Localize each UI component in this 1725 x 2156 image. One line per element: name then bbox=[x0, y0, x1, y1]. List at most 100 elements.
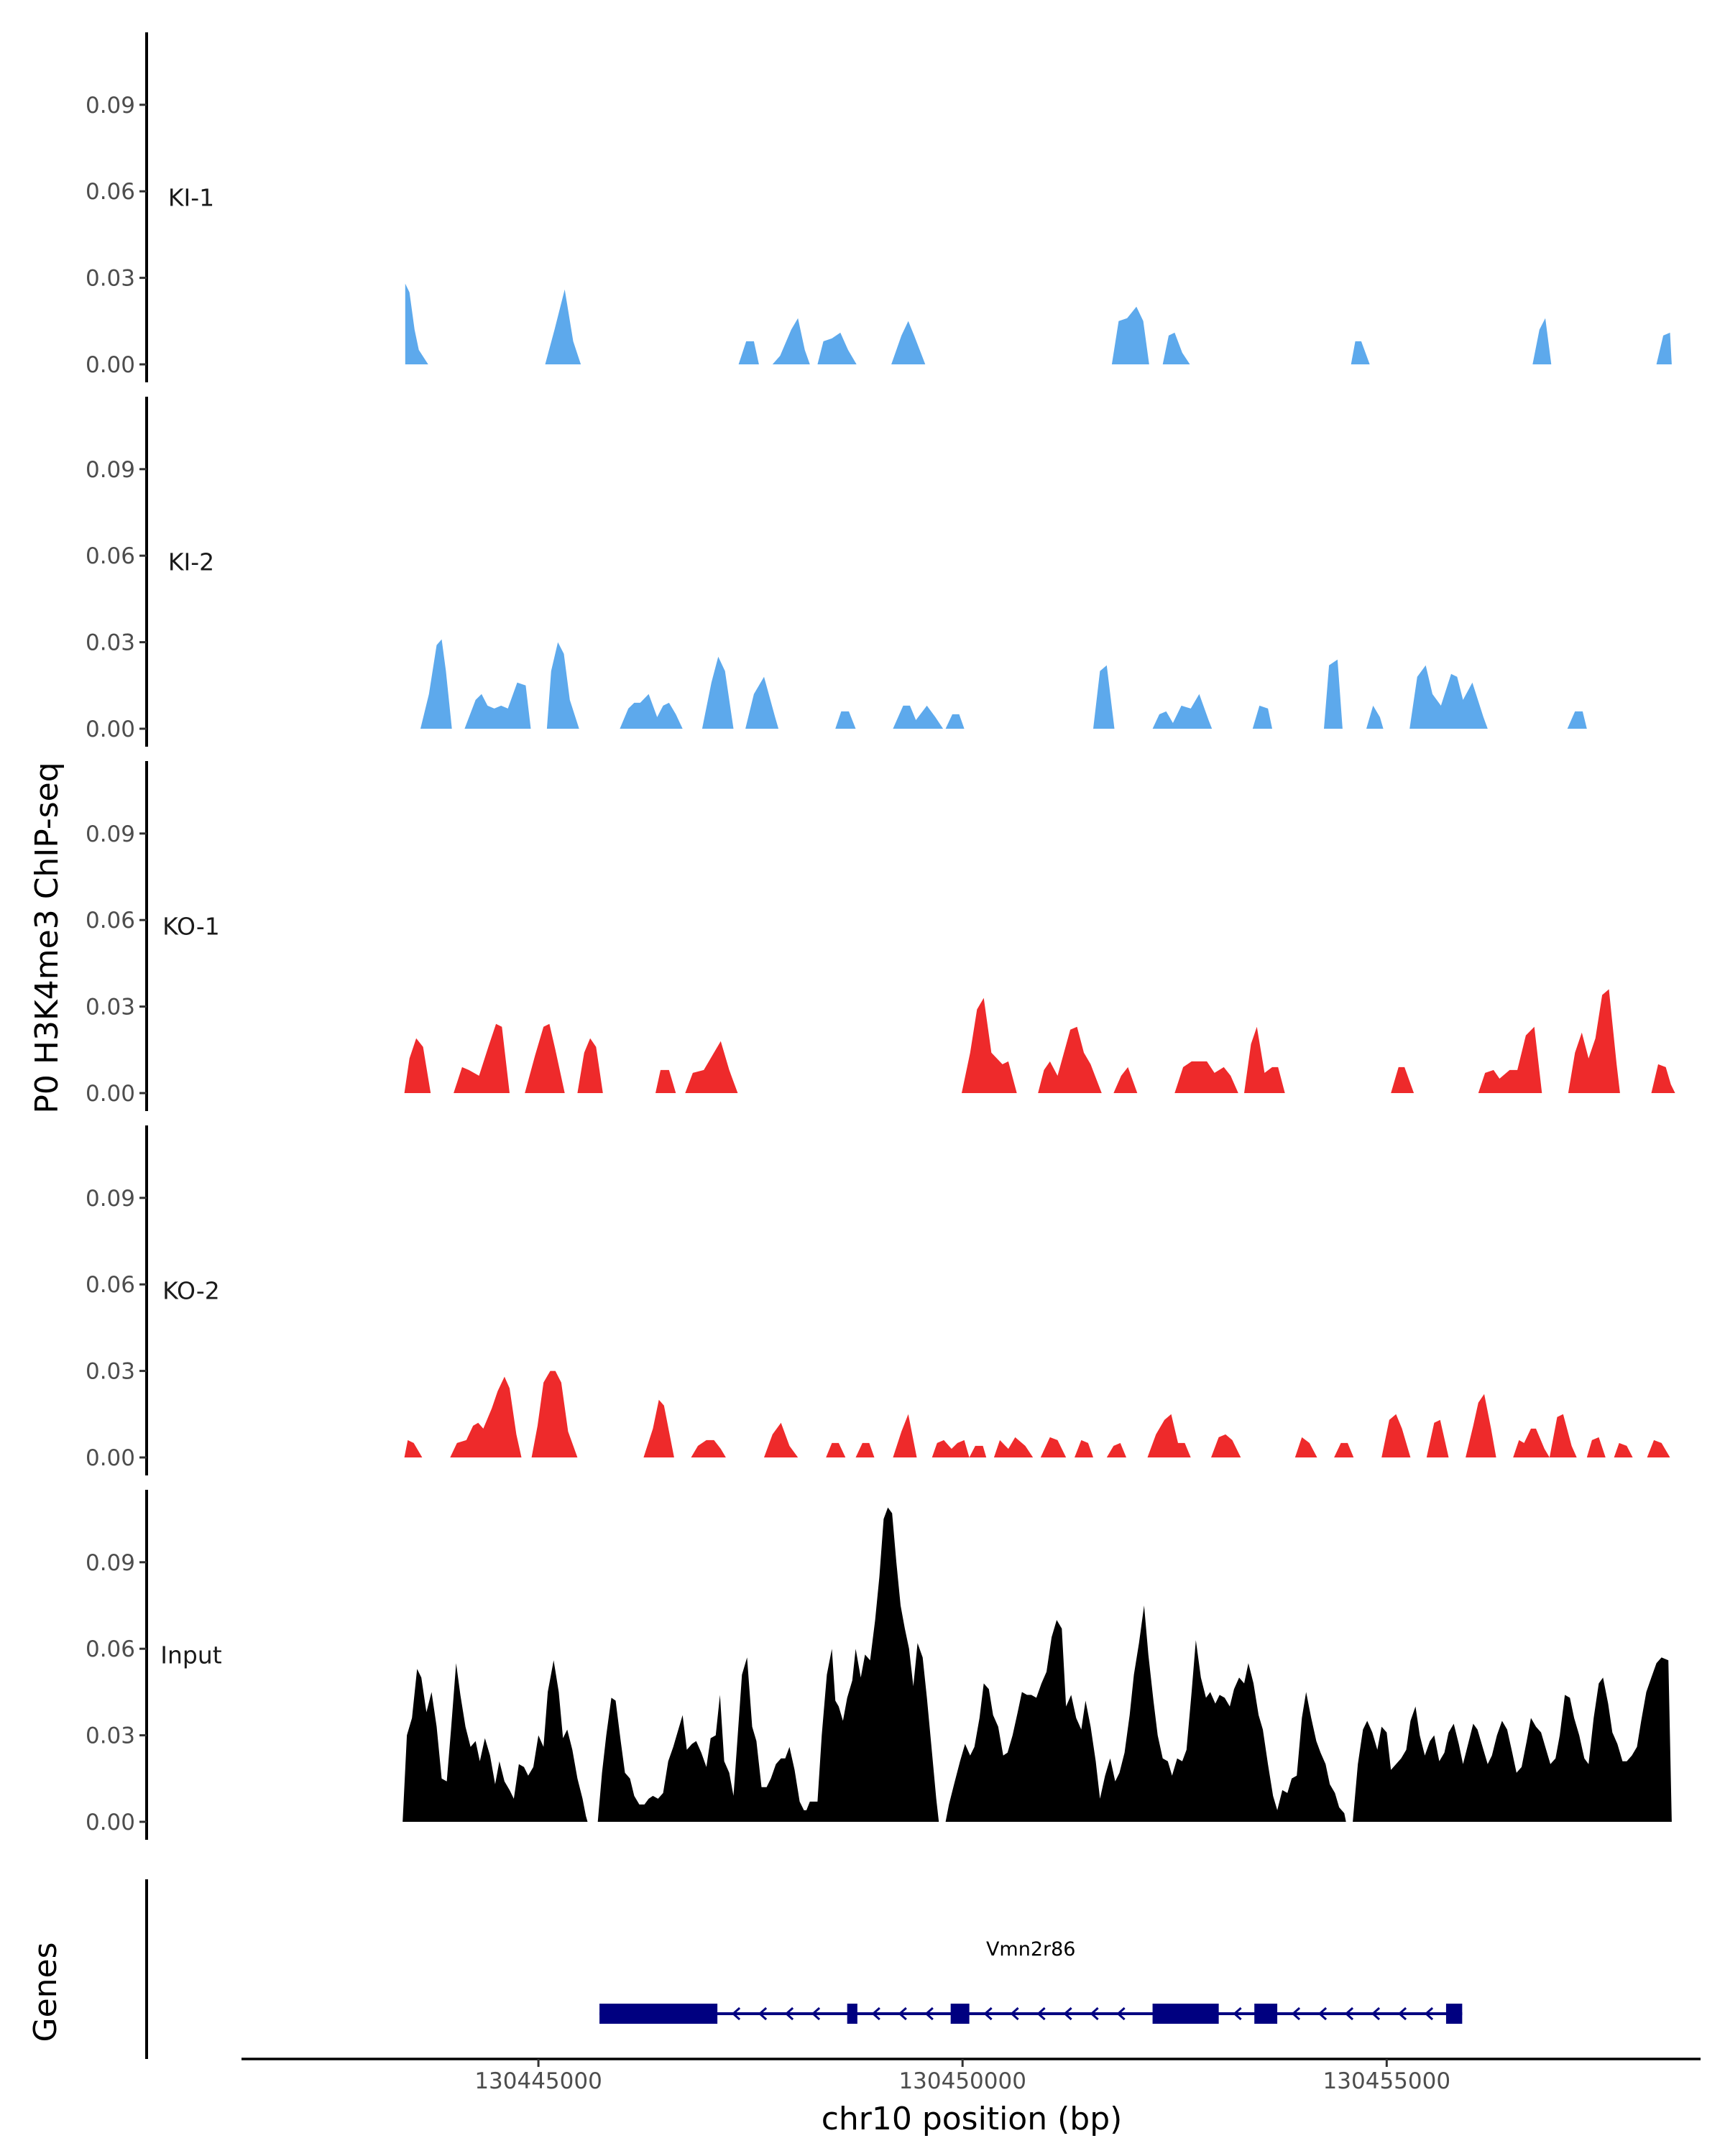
y-tick-label-ki-2: 0.09 bbox=[86, 457, 135, 483]
y-tick-label-input: 0.06 bbox=[86, 1636, 135, 1662]
strand-arrow bbox=[898, 2007, 907, 2021]
strand-arrow bbox=[1371, 2007, 1381, 2021]
signal-peak-ki-1 bbox=[772, 318, 810, 364]
signal-peak-ko-2 bbox=[932, 1439, 970, 1457]
signal-peak-ki-2 bbox=[420, 639, 452, 729]
y-tick-label-input: 0.00 bbox=[86, 1810, 135, 1835]
y-tick-label-input: 0.09 bbox=[86, 1550, 135, 1576]
strand-arrow bbox=[1063, 2007, 1072, 2021]
signal-peak-ko-2 bbox=[691, 1439, 726, 1457]
strand-arrow bbox=[731, 2007, 741, 2021]
gene-exon bbox=[1254, 2004, 1278, 2024]
signal-peak-ko-2 bbox=[1294, 1437, 1317, 1457]
signal-peak-ko-2 bbox=[855, 1442, 875, 1457]
signal-peak-ko-2 bbox=[764, 1422, 799, 1457]
y-tick-label-ko-1: 0.09 bbox=[86, 821, 135, 847]
signal-peak-ko-2 bbox=[1614, 1442, 1633, 1457]
signal-peak-ki-1 bbox=[891, 321, 926, 364]
signal-peak-ki-1 bbox=[817, 332, 857, 364]
x-tick-label: 130455000 bbox=[1323, 2068, 1451, 2094]
signal-peak-ko-1 bbox=[525, 1023, 565, 1093]
signal-peak-ki-2 bbox=[620, 694, 683, 729]
signal-peak-ko-2 bbox=[1211, 1434, 1241, 1457]
y-tick-label-ki-2: 0.03 bbox=[86, 630, 135, 656]
signal-peak-ko-2 bbox=[969, 1445, 987, 1457]
signal-peak-ki-1 bbox=[545, 289, 581, 364]
signal-peak-ki-1 bbox=[405, 283, 428, 364]
gene-exon bbox=[950, 2004, 970, 2024]
signal-peak-ko-1 bbox=[1113, 1067, 1138, 1093]
signal-peak-ko-2 bbox=[893, 1414, 917, 1457]
y-tick-label-ko-2: 0.06 bbox=[86, 1272, 135, 1298]
strand-arrow bbox=[758, 2007, 768, 2021]
signal-peak-ki-2 bbox=[745, 676, 779, 729]
strand-arrow bbox=[811, 2007, 821, 2021]
strand-arrow bbox=[1291, 2007, 1301, 2021]
track-panel-ki-2: 0.00 0.03 0.06 0.09 KI-2 bbox=[86, 397, 1587, 747]
y-axis-title: P0 H3K4me3 ChIP-seq bbox=[29, 762, 65, 1113]
x-axis: chr10 position (bp) 130445000 130450000 13… bbox=[242, 2058, 1701, 2137]
signal-peak-ko-2 bbox=[1334, 1442, 1354, 1457]
signal-peak-ko-1 bbox=[404, 1038, 431, 1093]
gene-exon bbox=[1445, 2004, 1463, 2024]
track-panels: 0.00 0.03 0.06 0.09 KI-1 0.00 0.03 0.06 0.09 KI-2… bbox=[86, 32, 1675, 1840]
signal-peak-ko-2 bbox=[1040, 1437, 1067, 1457]
y-tick-label-input: 0.03 bbox=[86, 1723, 135, 1749]
y-tick-label-ki-1: 0.06 bbox=[86, 179, 135, 205]
signal-peak-ko-2 bbox=[1466, 1393, 1496, 1457]
x-axis-title: chr10 position (bp) bbox=[822, 2101, 1123, 2137]
track-label-ko-2: KO-2 bbox=[162, 1276, 220, 1304]
track-label-input: Input bbox=[160, 1641, 222, 1669]
signal-peak-ko-1 bbox=[1244, 1026, 1285, 1093]
signal-peak-ki-2 bbox=[1567, 711, 1587, 729]
gene-exon bbox=[1152, 2004, 1219, 2024]
signal-peak-ko-2 bbox=[993, 1437, 1034, 1457]
x-tick-label: 130450000 bbox=[898, 2068, 1026, 2094]
strand-arrow bbox=[871, 2007, 880, 2021]
signal-peak-ki-1 bbox=[1111, 306, 1149, 364]
signal-peak-ki-2 bbox=[1409, 665, 1488, 729]
signal-peak-input bbox=[1353, 1657, 1672, 1822]
signal-peak-input bbox=[945, 1606, 1346, 1822]
signal-peak-ko-1 bbox=[962, 998, 1017, 1093]
signal-peak-ko-1 bbox=[1038, 1026, 1102, 1093]
strand-arrow bbox=[1397, 2007, 1407, 2021]
signal-peak-ki-2 bbox=[1093, 665, 1115, 729]
y-tick-label-ko-1: 0.03 bbox=[86, 995, 135, 1021]
signal-peak-ko-1 bbox=[1478, 1026, 1542, 1093]
signal-peak-ki-1 bbox=[1532, 318, 1552, 364]
signal-peak-ko-2 bbox=[531, 1370, 578, 1457]
track-panel-input: 0.00 0.03 0.06 0.09 Input bbox=[86, 1490, 1672, 1840]
strand-arrow bbox=[1344, 2007, 1354, 2021]
y-tick-label-ko-2: 0.00 bbox=[86, 1445, 135, 1471]
strand-arrow bbox=[1424, 2007, 1434, 2021]
track-label-ki-2: KI-2 bbox=[168, 548, 214, 576]
signal-peak-ki-2 bbox=[546, 642, 579, 729]
signal-peak-ki-2 bbox=[835, 711, 856, 729]
signal-peak-ko-2 bbox=[404, 1439, 423, 1457]
y-tick-label-ko-2: 0.03 bbox=[86, 1359, 135, 1385]
track-label-ki-1: KI-1 bbox=[168, 183, 214, 211]
signal-peak-ko-2 bbox=[643, 1399, 674, 1457]
y-tick-label-ki-1: 0.03 bbox=[86, 266, 135, 292]
signal-peak-ki-2 bbox=[1366, 705, 1384, 729]
signal-peak-ki-1 bbox=[1162, 332, 1190, 364]
signal-peak-ko-2 bbox=[1513, 1428, 1550, 1457]
signal-peak-ko-1 bbox=[577, 1038, 603, 1093]
signal-peak-ko-2 bbox=[450, 1376, 522, 1457]
track-panel-ko-1: 0.00 0.03 0.06 0.09 KO-1 bbox=[86, 761, 1675, 1111]
signal-peak-ko-2 bbox=[1381, 1414, 1411, 1457]
signal-peak-ko-2 bbox=[1586, 1437, 1606, 1457]
strand-arrow bbox=[1116, 2007, 1126, 2021]
signal-peak-ko-1 bbox=[656, 1069, 676, 1093]
signal-peak-ki-1 bbox=[738, 341, 759, 364]
signal-peak-ko-2 bbox=[1426, 1419, 1449, 1457]
signal-peak-ko-2 bbox=[1075, 1439, 1093, 1457]
x-tick-label: 130445000 bbox=[474, 2068, 602, 2094]
signal-peak-ki-2 bbox=[1252, 705, 1272, 729]
signal-peak-ki-2 bbox=[893, 705, 944, 729]
signal-peak-input bbox=[597, 1507, 939, 1822]
gene-panel: Genes Vmn2r86 bbox=[27, 1879, 1463, 2059]
signal-peak-ki-1 bbox=[1351, 341, 1370, 364]
